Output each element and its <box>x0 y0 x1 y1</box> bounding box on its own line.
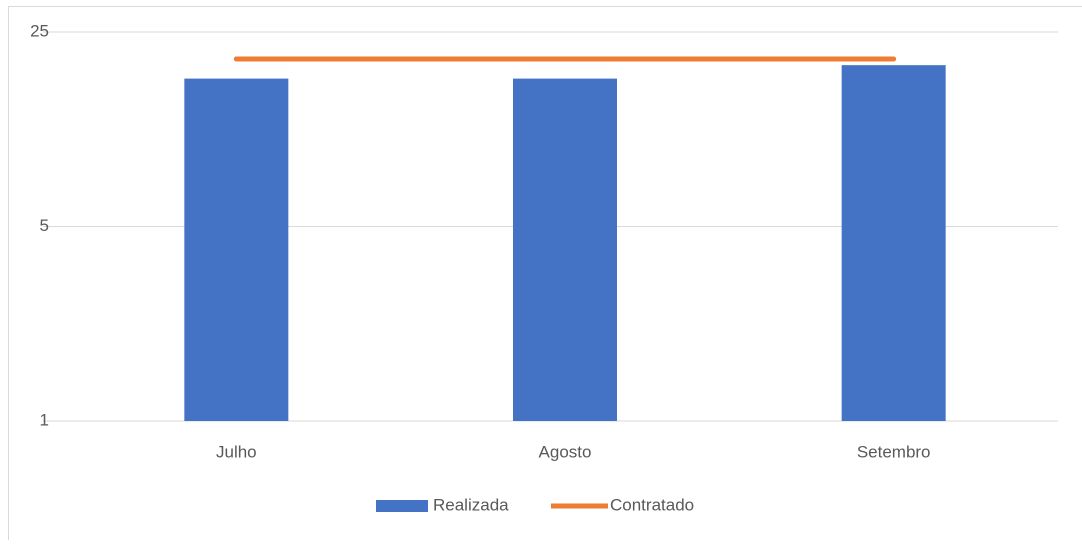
x-tick-label: Julho <box>216 442 257 461</box>
y-tick-label: 25 <box>30 21 49 40</box>
x-tick-label: Agosto <box>539 442 592 461</box>
legend-swatch <box>376 500 428 512</box>
y-tick-label: 1 <box>40 410 49 429</box>
bar <box>842 65 946 421</box>
legend-label: Contratado <box>610 495 694 514</box>
y-tick-label: 5 <box>40 216 49 235</box>
bar <box>513 79 617 421</box>
legend-label: Realizada <box>433 495 509 514</box>
x-tick-label: Setembro <box>857 442 931 461</box>
bar <box>184 79 288 421</box>
